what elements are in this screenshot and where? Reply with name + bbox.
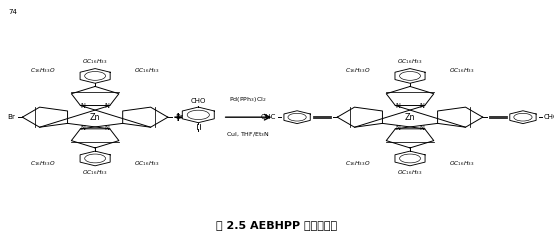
Text: N: N [396,103,401,109]
Text: $C_{16}H_{33}O$: $C_{16}H_{33}O$ [345,67,371,75]
Text: Zn: Zn [405,113,416,122]
Text: $OC_{16}H_{33}$: $OC_{16}H_{33}$ [134,159,160,168]
Text: N: N [396,125,401,131]
Text: +: + [173,111,183,124]
Text: Br: Br [7,114,16,120]
Text: $C_{16}H_{33}O$: $C_{16}H_{33}O$ [30,159,56,168]
Text: Br: Br [175,114,183,120]
Text: CHO: CHO [191,98,206,104]
Text: $C_{16}H_{33}O$: $C_{16}H_{33}O$ [345,159,371,168]
Text: 74: 74 [8,9,17,15]
Text: $OC_{16}H_{33}$: $OC_{16}H_{33}$ [449,67,474,75]
Text: N: N [105,125,110,131]
Text: 图 2.5 AEBHPP 的合成路线: 图 2.5 AEBHPP 的合成路线 [217,219,337,230]
Text: $OC_{16}H_{33}$: $OC_{16}H_{33}$ [449,159,474,168]
Text: OHC: OHC [261,114,276,120]
Text: CuI, THF/Et$_3$N: CuI, THF/Et$_3$N [226,130,270,139]
Text: $OC_{16}H_{33}$: $OC_{16}H_{33}$ [83,57,108,66]
Text: $OC_{16}H_{33}$: $OC_{16}H_{33}$ [397,169,423,177]
Text: N: N [81,125,86,131]
Text: N: N [81,103,86,109]
Text: CHO: CHO [543,114,554,120]
Text: N: N [419,103,424,109]
Text: $OC_{16}H_{33}$: $OC_{16}H_{33}$ [83,169,108,177]
Text: Pd(PPh$_3$)Cl$_2$: Pd(PPh$_3$)Cl$_2$ [229,96,267,104]
Text: N: N [105,103,110,109]
Text: $OC_{16}H_{33}$: $OC_{16}H_{33}$ [134,67,160,75]
Text: N: N [419,125,424,131]
Text: $OC_{16}H_{33}$: $OC_{16}H_{33}$ [397,57,423,66]
Text: $C_{16}H_{33}O$: $C_{16}H_{33}O$ [30,67,56,75]
FancyArrowPatch shape [225,114,270,120]
Text: Zn: Zn [90,113,100,122]
